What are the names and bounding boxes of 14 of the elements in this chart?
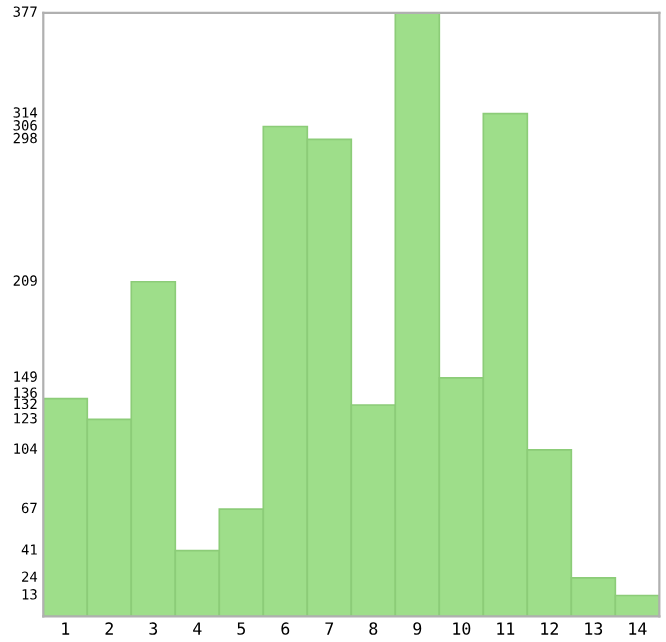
x-tick-label: 14 bbox=[629, 622, 647, 635]
x-tick-label: 4 bbox=[193, 622, 202, 635]
x-tick-label: 2 bbox=[105, 622, 113, 635]
x-tick-label: 7 bbox=[325, 622, 334, 635]
x-tick-label: 8 bbox=[369, 622, 378, 635]
x-tick-label: 10 bbox=[453, 622, 471, 635]
x-tick-label: 11 bbox=[497, 622, 515, 635]
x-tick-label: 5 bbox=[237, 622, 245, 635]
x-tick-label: 13 bbox=[585, 622, 603, 635]
x-tick-label: 6 bbox=[281, 622, 290, 635]
x-tick-label: 12 bbox=[541, 622, 558, 635]
x-tick-label: 1 bbox=[62, 622, 70, 635]
x-tick-label: 9 bbox=[413, 622, 422, 635]
x-tick-label: 3 bbox=[149, 622, 158, 635]
